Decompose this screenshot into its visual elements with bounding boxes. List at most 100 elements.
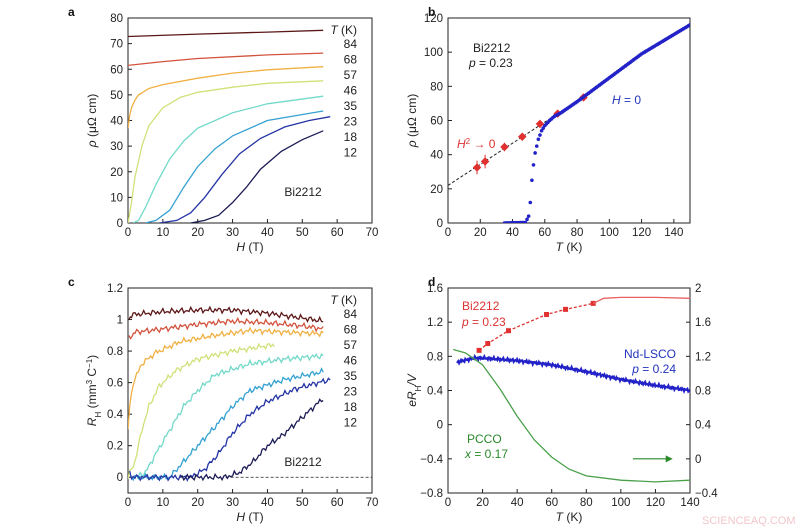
- x-tick-label: 0: [125, 227, 131, 239]
- data-point: [541, 126, 545, 130]
- x-tick-label: 0: [445, 227, 451, 239]
- x-tick-label: 20: [191, 227, 204, 239]
- y-tick-label: 1.2: [107, 283, 123, 295]
- annotation: Bi2212: [284, 185, 322, 199]
- watermark: SCIENCEAQ.COM: [702, 515, 796, 527]
- x-tick-label: 100: [600, 227, 619, 239]
- legend-entry-23: 23: [344, 115, 358, 129]
- x-tick-label: 50: [296, 227, 309, 239]
- plot-frame: [127, 287, 373, 494]
- y-tick-label: 0: [117, 218, 123, 230]
- x-axis-label: H (T): [236, 510, 263, 524]
- x-tick-label: 100: [611, 497, 630, 509]
- legend-entry-23: 23: [344, 385, 358, 399]
- x-axis-label: T (K): [556, 510, 583, 524]
- data-point: [688, 23, 690, 27]
- y-tick-label: 60: [430, 116, 443, 128]
- panel-a: a 0 10 20 30 40 50 60 70 0 10 20 30 40 50 60 70 80 H (T) ρ …: [68, 5, 378, 254]
- data-point: [538, 133, 542, 137]
- right-axis-arrowhead-icon: [665, 455, 673, 463]
- series-Bi2212-p-0-23-curve--line: [592, 296, 690, 304]
- y-right-tick-label: 2: [695, 283, 701, 295]
- x-tick-label: 20: [476, 497, 489, 509]
- y-tick-label: 100: [424, 47, 443, 59]
- y-axis-label: RH (mm3 C−1): [85, 355, 103, 426]
- series-18-line: [159, 116, 331, 223]
- y-tick-label: 0.4: [427, 386, 444, 398]
- legend-entry-46: 46: [344, 354, 358, 368]
- y-tick-label: 0.8: [427, 351, 443, 363]
- y-axis-label: ρ (μΩ cm): [85, 94, 99, 148]
- x-tick-label: 0: [125, 497, 131, 509]
- annotation: Bi2212: [284, 455, 322, 469]
- plot-area: [128, 305, 372, 482]
- panel-d: d0 20 40 60 80 100 120 140−0.8−0.400.40.81.21.6…: [405, 275, 718, 524]
- series-84-line: [128, 29, 324, 38]
- panel-b: b 0 20 40 60 80 100 120 140 0 20 40 60 80 100 120 T (K) ρ…: [405, 5, 691, 254]
- series-35-line: [132, 95, 324, 223]
- y-tick-label: −0.4: [420, 454, 443, 466]
- y-tick-label: 20: [110, 167, 123, 179]
- y-tick-label: 10: [110, 192, 123, 204]
- y-tick-label: 1: [117, 315, 123, 327]
- y-right-tick-label: 0.8: [695, 386, 711, 398]
- y-tick-label: 70: [110, 39, 123, 51]
- y-tick-label: 30: [110, 141, 123, 153]
- x-tick-label: 140: [680, 497, 699, 509]
- annotation: Bi2212: [462, 299, 500, 313]
- series-12-line: [190, 130, 324, 223]
- series-57-line: [128, 326, 324, 430]
- x-tick-label: 80: [571, 227, 584, 239]
- y-right-tick-label: 0: [695, 454, 701, 466]
- series-84-line: [128, 305, 324, 323]
- annotation: p = 0.24: [631, 362, 676, 376]
- y-tick-label: 1.6: [427, 283, 443, 295]
- legend-entry-68: 68: [344, 53, 358, 67]
- x-tick-label: 80: [580, 497, 593, 509]
- data-point: [523, 220, 528, 223]
- data-point: [500, 142, 509, 152]
- legend-entry-68: 68: [344, 323, 358, 337]
- legend-entry-12: 12: [344, 416, 358, 430]
- panel-letter: d: [428, 275, 435, 289]
- y-right-tick-label: 1.6: [695, 317, 711, 329]
- panel-letter: b: [428, 5, 435, 19]
- data-point: [517, 132, 527, 141]
- y-tick-label: 40: [110, 116, 123, 128]
- series-18-line: [129, 377, 331, 482]
- y-right-tick-label: −0.4: [695, 488, 718, 500]
- y-tick-label: 0.4: [107, 409, 124, 421]
- x-tick-label: 0: [445, 497, 451, 509]
- x-tick-label: 120: [632, 227, 651, 239]
- plot-area: [128, 29, 331, 223]
- y-tick-label: 0.6: [107, 378, 123, 390]
- y-tick-label: 80: [430, 81, 443, 93]
- y-right-tick-label: 0.4: [695, 420, 712, 432]
- y-tick-label: 1.2: [427, 317, 443, 329]
- data-point: [544, 311, 550, 317]
- y-tick-label: −0.8: [420, 488, 443, 500]
- data-point: [525, 217, 529, 222]
- x-tick-label: 120: [646, 497, 665, 509]
- legend-entry-35: 35: [344, 369, 358, 383]
- data-point: [530, 178, 534, 183]
- y-tick-label: 0: [437, 218, 443, 230]
- data-point: [528, 200, 533, 205]
- y-right-tick-label: 1.2: [695, 351, 711, 363]
- series-57-line: [128, 66, 324, 129]
- series-23-line: [130, 367, 324, 482]
- plot-area: [448, 23, 690, 223]
- x-axis-label: T (K): [556, 240, 583, 254]
- legend-entry-57: 57: [344, 338, 358, 352]
- series-23-line: [145, 110, 324, 223]
- annotation: p = 0.23: [461, 315, 506, 329]
- panel-letter: c: [68, 275, 75, 289]
- annotation: Nd-LSCO: [624, 347, 676, 361]
- data-point: [533, 151, 537, 155]
- x-tick-label: 60: [538, 227, 551, 239]
- x-tick-label: 70: [366, 227, 379, 239]
- x-tick-label: 20: [191, 497, 204, 509]
- legend-title: T (K): [330, 23, 357, 37]
- legend-entry-18: 18: [344, 130, 358, 144]
- x-tick-label: 10: [156, 497, 169, 509]
